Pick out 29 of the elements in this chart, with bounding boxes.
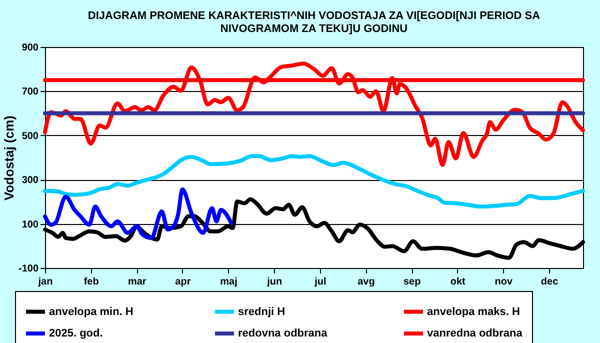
line-series bbox=[43, 187, 234, 240]
x-tick-label: okt bbox=[450, 276, 466, 288]
x-tick-label: jul bbox=[314, 276, 326, 288]
x-tick-label: maj bbox=[220, 276, 238, 288]
legend-label: redovna odbrana bbox=[238, 328, 328, 340]
x-tick-label: jan bbox=[37, 276, 53, 288]
legend-label: srednji H bbox=[238, 306, 286, 318]
x-tick-label: sep bbox=[403, 276, 421, 288]
legend-label: anvelopa maks. H bbox=[427, 306, 520, 318]
legend-label: anvelopa min. H bbox=[49, 306, 134, 318]
x-tick-label: dec bbox=[540, 276, 559, 288]
y-tick-label: -100 bbox=[18, 264, 39, 274]
legend-label: vanredna odbrana bbox=[427, 328, 524, 340]
x-tick-label: nov bbox=[494, 276, 514, 288]
x-tick-label: mar bbox=[128, 276, 146, 288]
x-tick-label: jun bbox=[266, 276, 282, 288]
y-tick-label: 700 bbox=[22, 86, 39, 98]
line-series bbox=[43, 154, 585, 209]
line-series bbox=[43, 62, 585, 168]
x-tick-label: feb bbox=[84, 276, 99, 288]
y-tick-label: 300 bbox=[22, 175, 39, 186]
chart-title: DIJAGRAM PROMENE KARAKTERISTI^NIH VODOSTAJA ZA VI[EGODI[NJI PERIOD SA NIVOGRAMOM ZA TEKU]U GODINU bbox=[88, 10, 540, 35]
x-tick-label: apr bbox=[175, 276, 191, 288]
x-tick-label: avg bbox=[358, 276, 375, 288]
y-tick-label: 100 bbox=[22, 219, 39, 230]
y-axis-title: Vodostaj (cm) bbox=[1, 116, 16, 200]
y-tick-label: 900 bbox=[22, 42, 39, 54]
legend-label: 2025. god. bbox=[49, 328, 103, 340]
y-tick-label: 500 bbox=[22, 130, 39, 142]
